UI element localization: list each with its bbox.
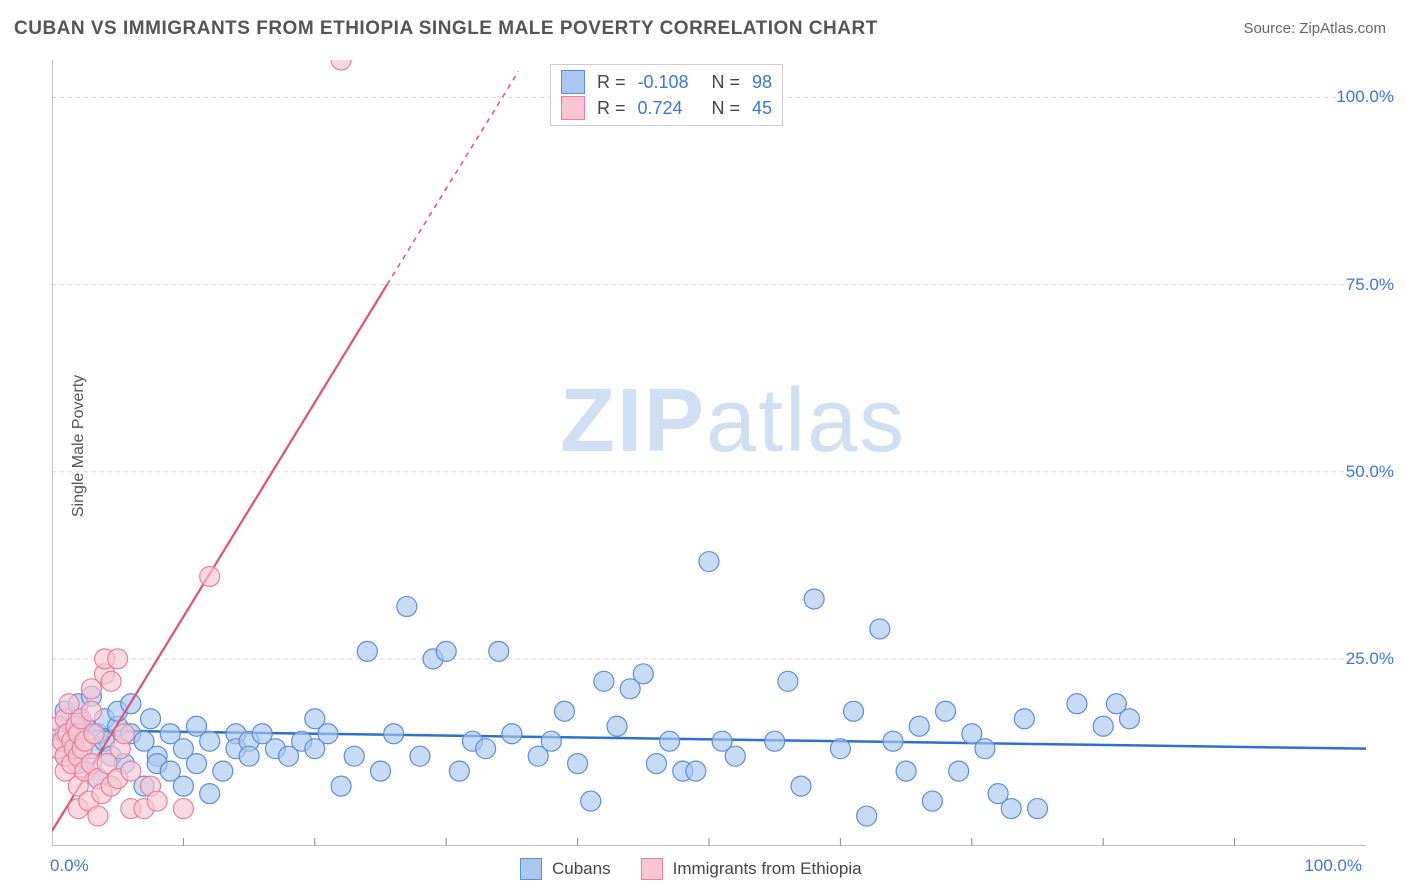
y-tick-label: 100.0% — [1336, 87, 1394, 107]
x-tick-label: 100.0% — [1304, 856, 1362, 876]
legend-swatch — [520, 858, 542, 880]
y-tick-label: 50.0% — [1346, 462, 1394, 482]
y-tick-label: 75.0% — [1346, 275, 1394, 295]
legend-swatch — [561, 70, 585, 94]
legend-row: R =-0.108N =98 — [561, 69, 772, 95]
y-tick-label: 25.0% — [1346, 649, 1394, 669]
legend-label: Immigrants from Ethiopia — [673, 859, 862, 879]
chart-title: CUBAN VS IMMIGRANTS FROM ETHIOPIA SINGLE… — [14, 18, 878, 40]
plot-area — [52, 60, 1366, 846]
legend-swatch — [641, 858, 663, 880]
legend-swatch — [561, 96, 585, 120]
legend-row: R =0.724N =45 — [561, 95, 772, 121]
legend-label: Cubans — [552, 859, 611, 879]
series-legend: Cubans Immigrants from Ethiopia — [520, 858, 882, 880]
chart-source: Source: ZipAtlas.com — [1243, 20, 1386, 37]
x-tick-label: 0.0% — [50, 856, 89, 876]
chart-container: CUBAN VS IMMIGRANTS FROM ETHIOPIA SINGLE… — [0, 0, 1406, 892]
correlation-legend: R =-0.108N =98R =0.724N =45 — [550, 64, 783, 126]
